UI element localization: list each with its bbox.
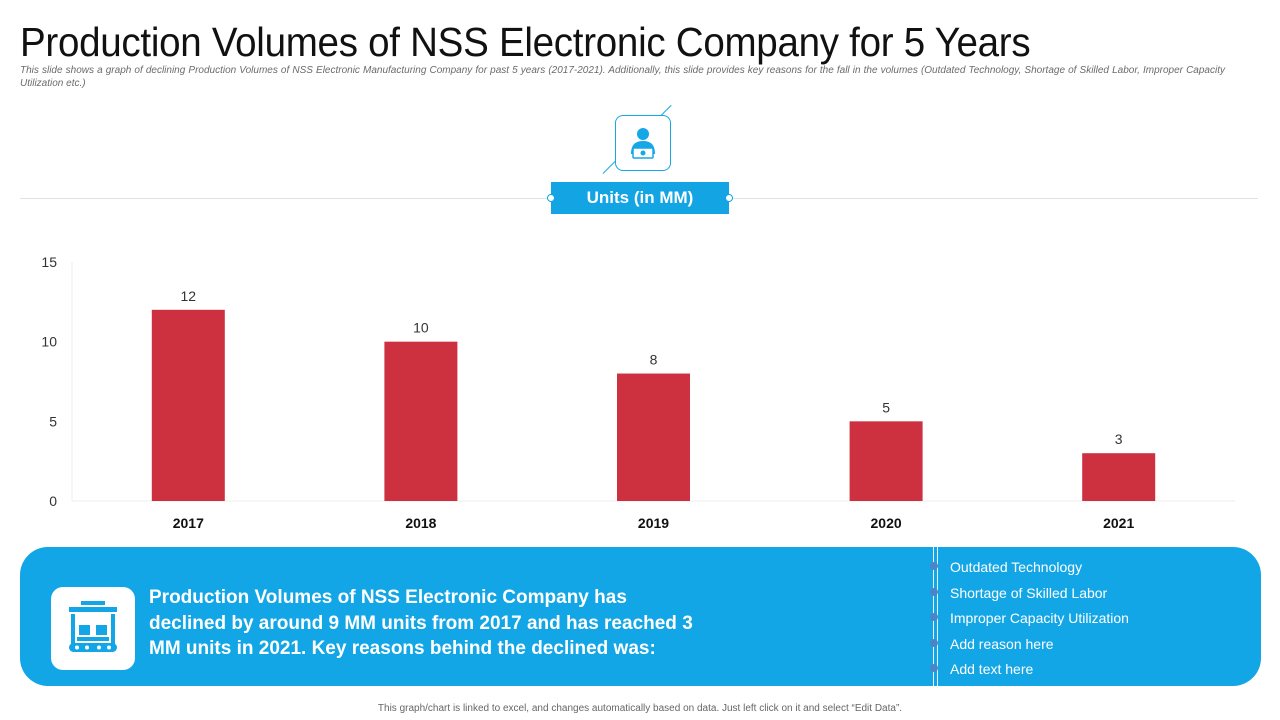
factory-conveyor-icon — [51, 587, 135, 670]
x-tick-label: 2021 — [1103, 515, 1134, 531]
data-label: 10 — [413, 320, 429, 336]
person-money-icon — [615, 115, 671, 171]
reason-item: Shortage of Skilled Labor — [930, 582, 1129, 608]
page-title: Production Volumes of NSS Electronic Com… — [20, 19, 1031, 65]
bullet-icon — [930, 562, 938, 570]
reason-label: Add reason here — [950, 635, 1054, 652]
x-tick-label: 2019 — [638, 515, 669, 531]
reason-label: Outdated Technology — [950, 559, 1083, 575]
data-label: 3 — [1115, 431, 1123, 447]
units-label-text: Units (in MM) — [586, 188, 694, 207]
reasons-list: Outdated Technology Shortage of Skilled … — [930, 556, 1129, 684]
bar — [849, 421, 923, 501]
bar — [384, 341, 458, 501]
bullet-icon — [930, 587, 938, 596]
footnote: This graph/chart is linked to excel, and… — [377, 703, 903, 714]
reason-label: Add text here — [950, 661, 1034, 677]
reason-label: Improper Capacity Utilization — [950, 610, 1129, 626]
bullet-icon — [930, 664, 938, 672]
bullet-icon — [930, 638, 938, 647]
reason-label: Shortage of Skilled Labor — [950, 584, 1108, 601]
y-tick-label: 10 — [41, 334, 57, 350]
x-tick-label: 2018 — [405, 515, 436, 531]
units-label: Units (in MM) — [547, 182, 733, 214]
summary-text: Production Volumes of NSS Electronic Com… — [149, 587, 693, 659]
reason-item: Add text here — [930, 658, 1129, 684]
y-tick-label: 5 — [49, 413, 57, 429]
person-money-icon-graphic — [631, 128, 655, 159]
summary-panel: Production Volumes of NSS Electronic Com… — [20, 547, 1261, 686]
data-label: 5 — [882, 399, 890, 415]
bar — [617, 373, 690, 501]
x-tick-label: 2017 — [173, 515, 204, 531]
data-label: 12 — [181, 288, 197, 304]
data-label: 8 — [650, 352, 658, 368]
reason-item: Outdated Technology — [930, 556, 1129, 582]
reason-item: Improper Capacity Utilization — [930, 607, 1129, 633]
bar-chart: 0 5 10 15 12 2017 10 2018 8 2019 5 2020 3 2021 — [41, 254, 1235, 531]
bar — [1082, 453, 1156, 501]
factory-conveyor-icon-graphic — [69, 601, 117, 652]
page-subtitle: This slide shows a graph of declining Pr… — [20, 65, 1225, 89]
y-tick-label: 15 — [41, 254, 57, 270]
bullet-icon — [930, 613, 938, 621]
x-tick-label: 2020 — [871, 515, 902, 531]
label-dot-right — [725, 194, 733, 202]
y-tick-label: 0 — [49, 493, 57, 509]
label-dot-left — [547, 194, 555, 202]
bar — [151, 309, 225, 501]
reason-item: Add reason here — [930, 633, 1129, 659]
